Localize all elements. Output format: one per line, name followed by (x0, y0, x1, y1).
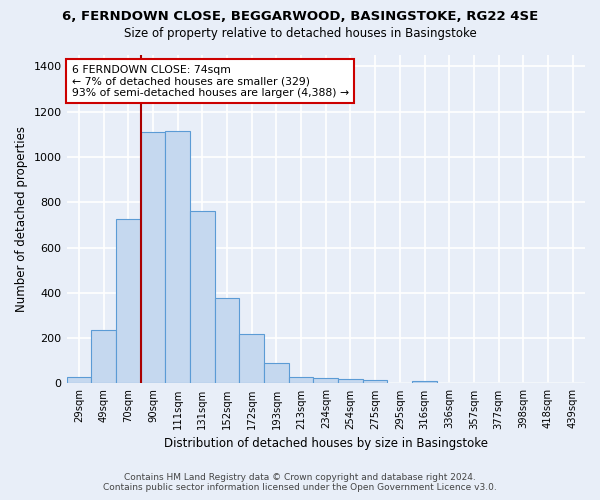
Bar (264, 363, 289, 384)
Bar (215, 298, 239, 384)
Text: 6 FERNDOWN CLOSE: 74sqm
← 7% of detached houses are smaller (329)
93% of semi-de: 6 FERNDOWN CLOSE: 74sqm ← 7% of detached… (72, 65, 349, 98)
Bar (190, 212, 215, 384)
Text: Contains HM Land Registry data © Crown copyright and database right 2024.
Contai: Contains HM Land Registry data © Crown c… (103, 473, 497, 492)
Bar (363, 380, 388, 384)
Y-axis label: Number of detached properties: Number of detached properties (15, 126, 28, 312)
Bar (67, 376, 91, 384)
Bar (140, 132, 165, 384)
Text: Size of property relative to detached houses in Basingstoke: Size of property relative to detached ho… (124, 28, 476, 40)
Bar (165, 131, 190, 384)
Bar (239, 334, 264, 384)
X-axis label: Distribution of detached houses by size in Basingstoke: Distribution of detached houses by size … (164, 437, 488, 450)
Bar (338, 379, 363, 384)
Bar (313, 378, 338, 384)
Text: 6, FERNDOWN CLOSE, BEGGARWOOD, BASINGSTOKE, RG22 4SE: 6, FERNDOWN CLOSE, BEGGARWOOD, BASINGSTO… (62, 10, 538, 23)
Bar (289, 376, 313, 384)
Bar (91, 330, 116, 384)
Bar (412, 381, 437, 384)
Bar (116, 219, 140, 384)
